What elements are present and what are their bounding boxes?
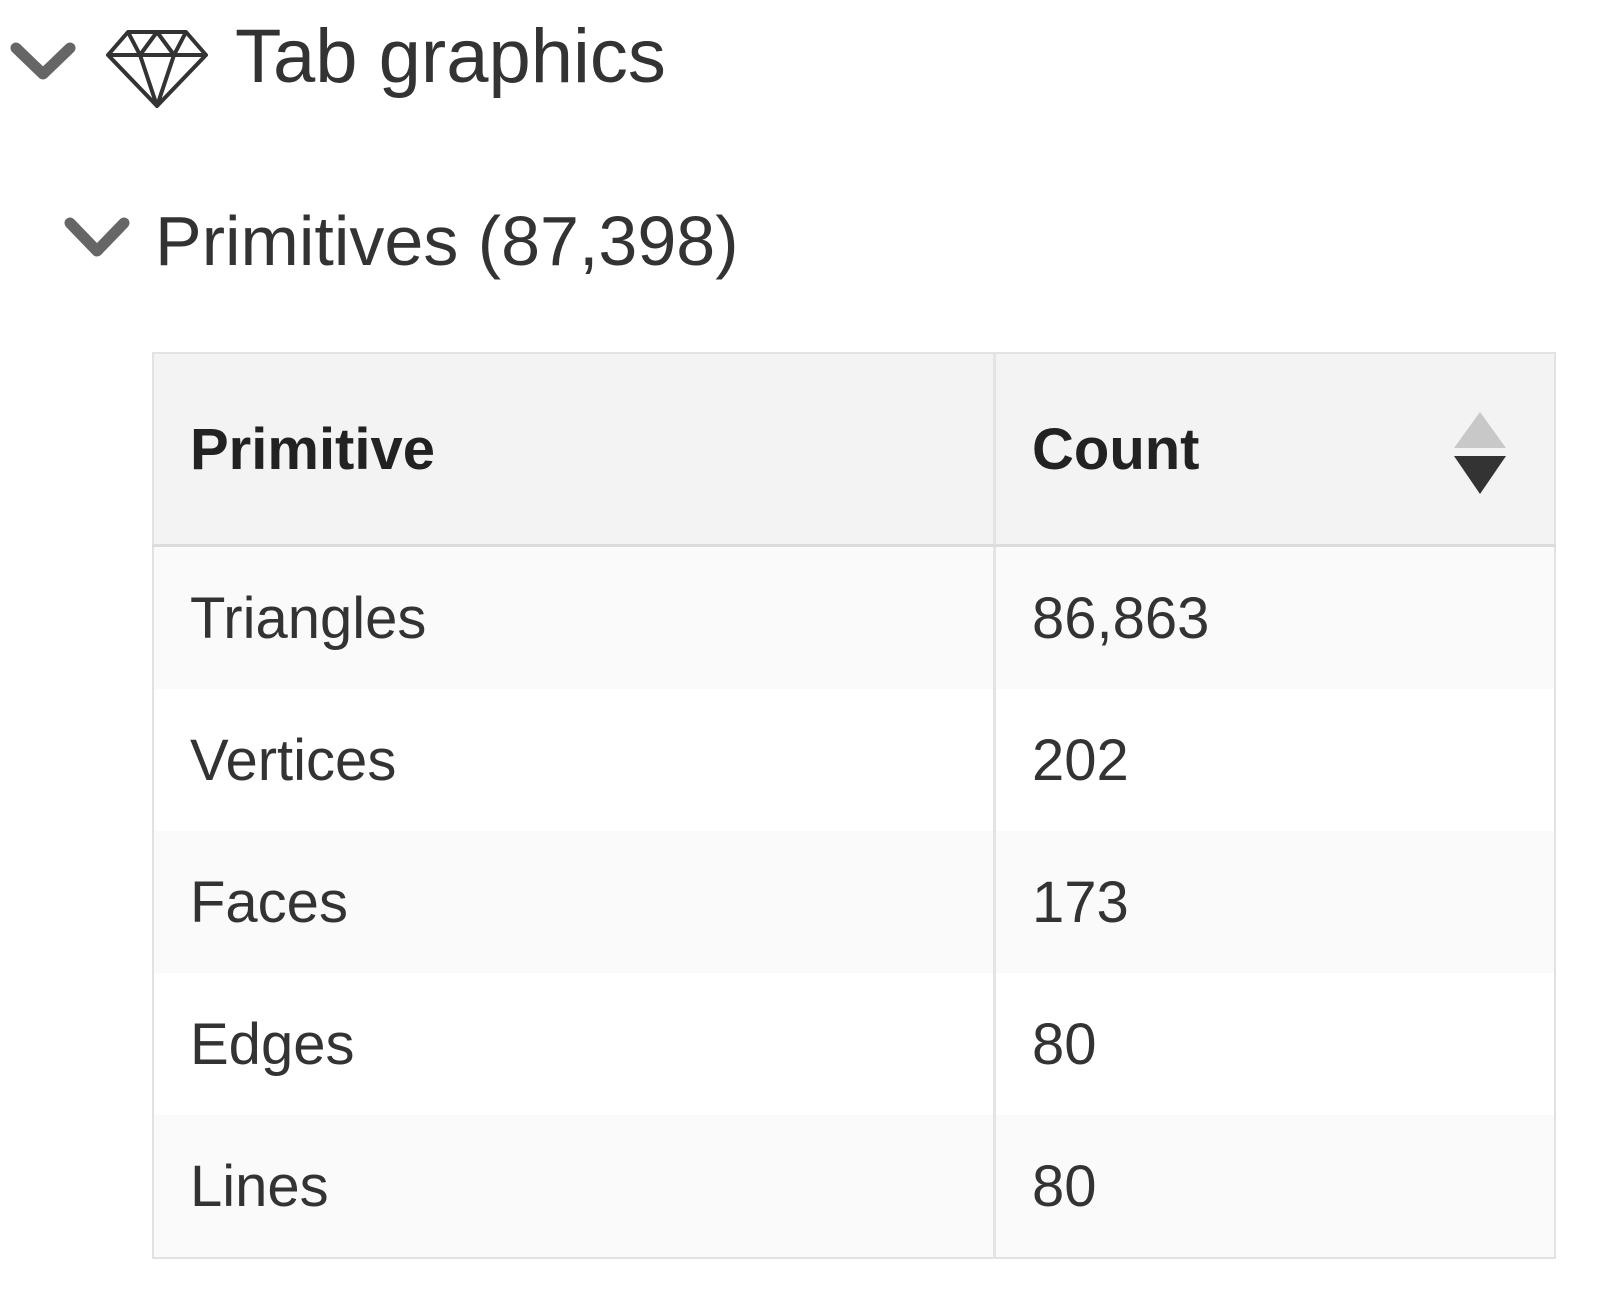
- primitive-cell: Triangles: [153, 545, 995, 689]
- subsection-title[interactable]: Primitives (87,398): [155, 202, 739, 280]
- column-header-primitive[interactable]: Primitive: [153, 353, 995, 547]
- count-cell: 202: [993, 689, 1555, 831]
- section-title[interactable]: Tab graphics: [235, 14, 666, 99]
- table-row[interactable]: Lines 80: [153, 1115, 1555, 1258]
- sort-descending-icon[interactable]: [1450, 410, 1510, 496]
- column-header-label: Count: [1032, 416, 1200, 482]
- column-header-count[interactable]: Count: [993, 353, 1555, 547]
- count-cell: 80: [993, 1115, 1555, 1258]
- diamond-icon: [106, 30, 208, 108]
- primitive-cell: Edges: [153, 973, 995, 1115]
- count-cell: 80: [993, 973, 1555, 1115]
- count-cell: 86,863: [993, 545, 1555, 689]
- table-row[interactable]: Vertices 202: [153, 689, 1555, 831]
- primitive-cell: Vertices: [153, 689, 995, 831]
- table-row[interactable]: Edges 80: [153, 973, 1555, 1115]
- count-cell: 173: [993, 831, 1555, 973]
- table-row[interactable]: Triangles 86,863: [153, 545, 1555, 689]
- table-row[interactable]: Faces 173: [153, 831, 1555, 973]
- primitive-cell: Faces: [153, 831, 995, 973]
- primitives-table: Primitive Count Triangles 86,863 Vertices 2…: [152, 352, 1556, 1259]
- primitive-cell: Lines: [153, 1115, 995, 1258]
- chevron-down-icon[interactable]: [8, 38, 78, 84]
- chevron-down-icon[interactable]: [62, 213, 132, 263]
